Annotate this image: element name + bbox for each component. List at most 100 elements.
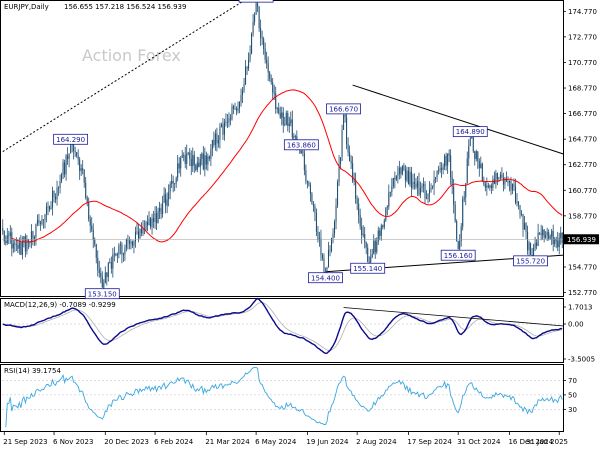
candle-body [127,238,129,241]
candle-body [205,155,207,165]
candle-body [290,119,292,124]
candle-body [487,185,489,188]
candle-body [284,124,286,126]
candle-body [555,239,557,241]
time-tick-label: 16 Dec 2024 [508,438,553,446]
candle-body [187,152,189,154]
candle-body [110,262,112,269]
macd-tick-label: 0.00 [568,321,584,329]
candle-body [270,78,272,83]
candle-body [344,114,346,118]
candle-body [9,232,11,236]
candle-body [169,183,171,193]
candle-body [367,247,369,263]
candle-body [97,257,99,270]
candle-body [74,150,76,153]
candle-body [315,213,317,232]
candle-body [481,163,483,182]
candle-body [539,232,541,234]
candle-body [201,153,203,159]
candle-body [558,237,560,248]
candle-body [386,206,388,208]
candle-body [519,205,521,215]
candle-body [204,155,206,170]
candle-body [516,201,518,203]
candle-body [208,156,210,159]
candle-body [151,218,153,227]
time-tick-label: 19 Jun 2024 [306,438,349,446]
candle-body [552,230,554,245]
candle-body [323,258,325,272]
candle-body [285,112,287,125]
candle-body [364,234,366,242]
candle-body [29,242,31,244]
candle-body [68,153,70,160]
candle-body [475,151,477,159]
candle-body [321,254,323,259]
candle-body [109,262,111,264]
candle-body [133,241,135,246]
time-tick-label: 17 Sep 2024 [407,438,452,446]
candle-body [368,262,370,264]
candle-body [463,197,465,200]
candle-body [216,133,218,144]
candle-body [17,245,19,249]
candle-body [412,181,414,188]
candle-body [235,108,238,111]
candle-body [266,59,268,64]
rsi-label: RSI(14) 39.1754 [4,367,61,375]
candle-body [439,168,441,171]
candle-body [104,272,106,284]
candle-body [175,177,177,184]
candle-body [474,151,476,159]
candle-body [30,231,32,243]
candle-body [525,223,527,232]
candle-body [116,254,118,256]
candle-body [513,184,515,187]
candle-body [510,180,512,191]
price-annotation-label: 164.290 [56,136,85,144]
candle-body [444,155,446,167]
candle-body [499,174,501,178]
candle-body [73,140,75,151]
candle-body [436,171,438,178]
candle-body [549,236,551,239]
candle-body [501,174,503,179]
candle-body [80,168,82,171]
candle-body [184,155,186,164]
candle-body [70,145,72,154]
candle-body [48,206,51,210]
candle-body [44,214,46,220]
candle-body [377,230,379,242]
price-annotation-box [238,0,274,3]
candle-body [20,242,22,255]
candle-body [527,231,529,251]
candle-body [346,117,348,145]
candle-body [560,232,562,238]
candle-body [350,160,352,164]
candle-body [291,119,293,138]
candle-body [83,170,85,183]
candle-body [457,241,459,250]
candle-body [358,203,360,216]
rsi-panel-frame [0,364,564,432]
rsi-tick-label: 70 [568,377,577,385]
last-price-label: 156.939 [567,236,596,244]
candle-body [376,241,378,253]
candle-body [415,183,417,188]
candle-body [47,206,49,208]
candle-body [24,236,26,252]
candle-body [392,178,394,187]
candle-body [352,163,354,181]
candle-body [214,133,216,146]
candle-body [505,178,507,182]
candle-body [294,136,296,137]
candle-body [480,163,482,169]
candle-body [166,199,168,206]
candle-body [198,162,200,167]
macd-label: MACD(12,26,9) -0.7089 -0.9299 [4,301,116,309]
candle-body [394,178,396,180]
candle-body [422,184,425,186]
candle-body [64,162,66,175]
